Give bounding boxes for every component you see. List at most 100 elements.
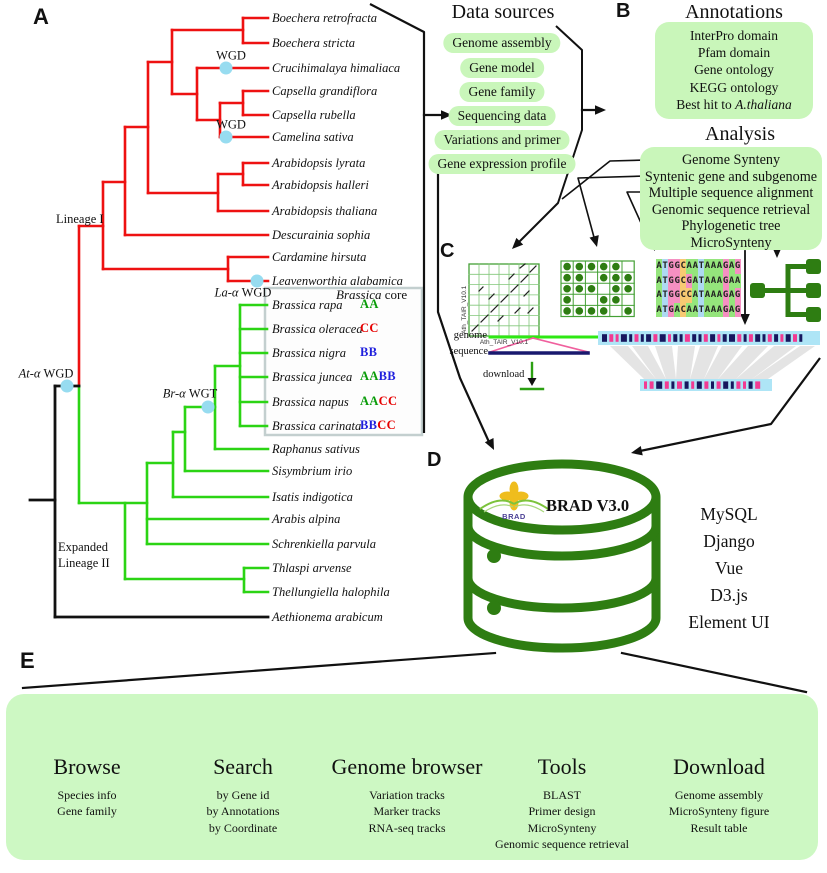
feature-title-search: Search xyxy=(213,754,273,779)
tech-stack-item: Django xyxy=(703,531,755,551)
feature-item: by Coordinate xyxy=(208,820,278,835)
features-panel xyxy=(6,694,818,860)
species-label: Camelina sativa xyxy=(272,130,354,144)
panel-label-e: E xyxy=(20,648,35,673)
analysis-box xyxy=(640,147,822,250)
panel-label-d: D xyxy=(427,449,442,471)
feature-item: Genomic sequence retrieval xyxy=(495,837,629,852)
genome-type-code: BBCC xyxy=(360,418,396,432)
brassica-core-label: Brassica core xyxy=(336,287,408,302)
feature-item: by Gene id xyxy=(216,788,270,802)
feature-item: Variation tracks xyxy=(369,788,445,802)
annotation-item: KEGG ontology xyxy=(689,79,779,95)
species-label: Brassica rapa xyxy=(272,298,343,312)
feature-item: Gene family xyxy=(57,804,117,819)
feature-item-list: Variation tracks Marker tracks RNA-seq tra… xyxy=(369,787,446,836)
annotations-list: InterPro domain Pfam domain Gene ontology K… xyxy=(656,27,812,113)
feature-item: RNA-seq tracks xyxy=(368,820,446,835)
species-label: Arabis alpina xyxy=(272,512,341,526)
species-label: Descurainia sophia xyxy=(272,228,371,242)
species-label: Brassica oleracea xyxy=(272,322,363,336)
wgd-event-label: WGD xyxy=(216,48,246,63)
genome-type-code: BB xyxy=(360,345,378,359)
genome-type-code: AACC xyxy=(360,394,398,408)
analysis-item: Genome Synteny xyxy=(681,152,781,168)
tech-stack-list: MySQL Django Vue D3.js Element UI xyxy=(653,501,805,636)
tech-stack-item: Vue xyxy=(714,558,744,578)
species-label: Aethionema arabicum xyxy=(272,610,383,624)
data-source-pill: Gene model xyxy=(460,58,544,78)
data-sources-title: Data sources xyxy=(451,1,555,23)
feature-title-download: Download xyxy=(673,754,765,779)
wgd-event-marker xyxy=(250,274,264,288)
species-label: Isatis indigotica xyxy=(272,490,353,504)
species-label: Sisymbrium irio xyxy=(272,464,353,478)
dotplot-y-axis-label: Ath_TAIR_V10.1 xyxy=(461,285,468,334)
analysis-item: Multiple sequence alignment xyxy=(648,185,814,202)
species-label: Boechera retrofracta xyxy=(272,11,377,25)
feature-item-list: Genome assembly MicroSynteny figure Result… xyxy=(669,787,769,836)
annotations-box xyxy=(655,22,813,119)
tech-stack-item: MySQL xyxy=(700,504,758,524)
feature-item: MicroSynteny figure xyxy=(668,804,770,819)
species-label: Cardamine hirsuta xyxy=(272,250,367,264)
species-label: Crucihimalaya himaliaca xyxy=(272,61,401,75)
analysis-item: Syntenic gene and subgenome xyxy=(644,168,818,185)
genome-type-code: AA xyxy=(360,297,379,311)
analysis-item: Phylogenetic tree xyxy=(681,218,781,235)
lineage-2-label: Expanded Lineage II xyxy=(58,540,110,570)
genome-label: genome xyxy=(453,330,487,341)
genome-type-code: AABB xyxy=(360,369,396,383)
feature-item: Marker tracks xyxy=(373,804,441,819)
annotation-item: Gene ontology xyxy=(694,62,774,78)
feature-item-list: BLAST Primer design MicroSynteny Genomic se… xyxy=(495,787,629,853)
species-label: Brassica napus xyxy=(272,395,349,409)
species-label: Schrenkiella parvula xyxy=(272,537,377,551)
feature-title-browse: Browse xyxy=(53,754,121,779)
database-title: BRAD V3.0 xyxy=(546,496,630,515)
data-source-pill: Variations and primer xyxy=(434,130,570,150)
data-source-pill: Gene expression profile xyxy=(428,154,576,174)
genome-type-code: CC xyxy=(360,321,379,335)
species-label: Boechera stricta xyxy=(272,36,355,50)
wgd-event-label: WGD xyxy=(216,117,246,132)
feature-item: Species info xyxy=(57,788,117,802)
brad-logo xyxy=(479,481,549,513)
species-label: Brassica juncea xyxy=(272,370,353,384)
wgd-event-marker xyxy=(219,130,233,144)
analysis-list: Genome Synteny Syntenic gene and subgenom… xyxy=(641,152,821,252)
feature-item: BLAST xyxy=(542,788,581,802)
species-label: Arabidopsis thaliana xyxy=(272,204,378,218)
panel-label-c: C xyxy=(440,240,455,262)
analysis-item: MicroSynteny xyxy=(690,234,772,251)
species-label: Capsella grandiflora xyxy=(272,84,378,98)
feature-item: Genome assembly xyxy=(674,788,764,802)
phylo-tree-glyph xyxy=(750,259,821,322)
species-label: Raphanus sativus xyxy=(272,442,360,456)
dotplot-x-axis-label: Ath_TAIR_V10.1 xyxy=(480,339,529,346)
species-label: Brassica nigra xyxy=(272,346,346,360)
feature-title-genome-browser: Genome browser xyxy=(331,754,483,779)
panel-label-b: B xyxy=(616,0,631,22)
wgd-event-label: At-α WGD xyxy=(18,366,74,381)
brad-logo-text: BRAD xyxy=(502,512,526,521)
data-source-pill: Genome assembly xyxy=(443,33,561,53)
analysis-title: Analysis xyxy=(705,123,775,145)
database-cylinder-icon xyxy=(463,459,661,653)
feature-item: by Annotations xyxy=(206,804,280,819)
wgd-event-marker xyxy=(219,61,233,75)
feature-title-tools: Tools xyxy=(537,754,587,779)
species-label: Thellungiella halophila xyxy=(272,585,390,599)
species-label: Capsella rubella xyxy=(272,108,356,122)
feature-item: Result table xyxy=(690,820,748,835)
species-label: Thlaspi arvense xyxy=(272,561,352,575)
wgd-event-marker xyxy=(60,379,74,393)
species-label: Brassica carinata xyxy=(272,419,362,433)
feature-item: MicroSynteny xyxy=(527,820,597,835)
species-label: Leavenworthia alabamica xyxy=(272,274,403,288)
wgd-event-marker xyxy=(201,400,215,414)
